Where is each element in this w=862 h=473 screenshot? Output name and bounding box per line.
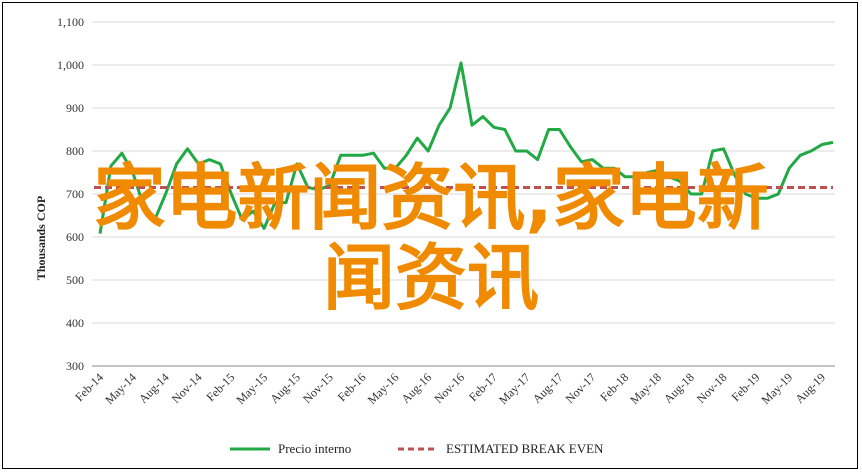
x-tick-label: Aug-19: [792, 370, 828, 406]
x-tick-label: Nov-16: [431, 370, 467, 406]
x-tick-label: May-17: [496, 370, 533, 407]
y-tick-label: 1,000: [57, 58, 84, 72]
y-tick-label: 500: [66, 273, 84, 287]
x-tick-label: Aug-14: [136, 370, 172, 406]
x-tick-label: Nov-18: [694, 370, 730, 406]
x-tick-label: Feb-16: [335, 370, 369, 404]
x-tick-label: Aug-15: [267, 370, 303, 406]
x-tick-label: Nov-14: [169, 370, 205, 406]
x-tick-label: May-16: [365, 370, 402, 407]
y-tick-label: 900: [66, 101, 84, 115]
x-tick-label: Aug-18: [661, 370, 697, 406]
legend-label-break-even: ESTIMATED BREAK EVEN: [446, 441, 604, 456]
overlay-line-2: 闻资讯: [322, 236, 539, 320]
x-tick-label: May-15: [233, 370, 270, 407]
overlay-line-1: 家电新闻资讯,家电新: [93, 156, 769, 240]
x-tick-label: Feb-15: [203, 370, 237, 404]
x-axis-ticks: Feb-14May-14Aug-14Nov-14Feb-15May-15Aug-…: [72, 370, 828, 407]
x-tick-label: Aug-16: [398, 370, 434, 406]
y-axis-ticks: 300 400 500 600 700 800 900 1,000 1,100: [57, 15, 84, 373]
x-tick-label: Nov-15: [300, 370, 336, 406]
y-axis-label: Thousands COP: [34, 196, 48, 280]
x-tick-label: Nov-17: [563, 370, 599, 406]
y-tick-label: 300: [66, 359, 84, 373]
x-tick-label: Aug-17: [530, 370, 566, 406]
watermark-overlay: 家电新闻资讯,家电新 闻资讯: [20, 158, 842, 318]
y-tick-label: 600: [66, 230, 84, 244]
series-lines: [94, 61, 834, 234]
x-tick-label: May-14: [102, 370, 139, 407]
x-tick-label: Feb-14: [72, 370, 106, 404]
y-tick-label: 1,100: [57, 15, 84, 29]
x-tick-label: May-19: [759, 370, 796, 407]
x-tick-label: Feb-18: [597, 370, 631, 404]
legend-label-precio: Precio interno: [278, 441, 351, 456]
x-tick-label: Feb-17: [466, 370, 500, 404]
y-tick-label: 800: [66, 144, 84, 158]
x-tick-label: Feb-19: [729, 370, 763, 404]
y-tick-label: 700: [66, 187, 84, 201]
x-tick-label: May-18: [627, 370, 664, 407]
legend: Precio interno ESTIMATED BREAK EVEN: [230, 441, 604, 456]
series-precio-interno: [98, 61, 834, 234]
y-tick-label: 400: [66, 316, 84, 330]
